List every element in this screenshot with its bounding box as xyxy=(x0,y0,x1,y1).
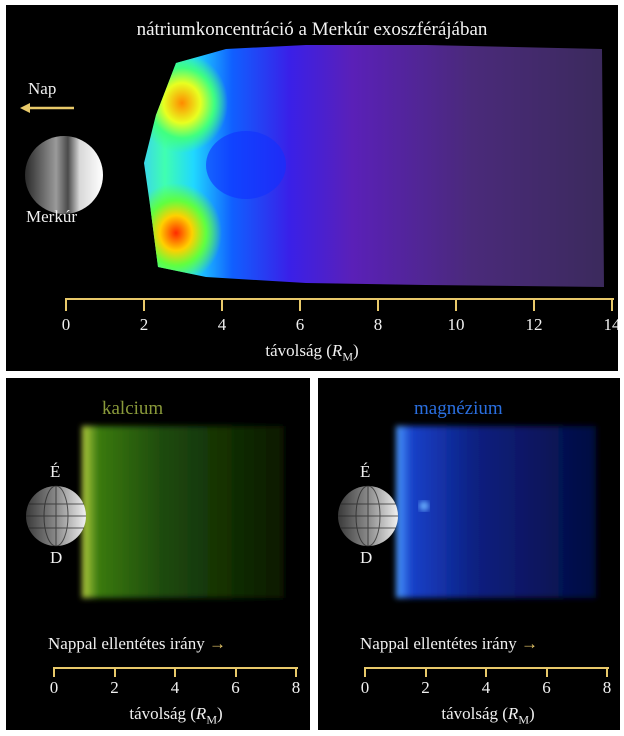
axis-tick-label: 4 xyxy=(481,678,491,697)
xlabel-var: R xyxy=(507,704,519,723)
sodium-x-axis xyxy=(65,298,614,300)
axis-tick-label: 0 xyxy=(360,678,370,697)
axis-tick-label: 8 xyxy=(291,678,301,697)
sodium-concentration-map xyxy=(144,45,604,287)
direction-arrow-icon: → xyxy=(520,634,538,653)
axis-tick-label: 14 xyxy=(603,315,619,334)
axis-tick xyxy=(234,667,237,677)
axis-tick-label: 6 xyxy=(295,315,305,334)
magnesium-title: magnézium xyxy=(414,398,503,419)
magnesium-north-label: É xyxy=(360,462,371,481)
axis-tick-label: 4 xyxy=(170,678,180,697)
direction-arrow-icon: → xyxy=(208,634,226,653)
axis-tick-label: 12 xyxy=(525,315,543,334)
axis-tick xyxy=(377,298,379,311)
axis-tick-label: 0 xyxy=(61,315,71,334)
axis-tick xyxy=(65,298,67,311)
axis-tick xyxy=(299,298,301,311)
magnesium-globe-icon xyxy=(338,485,398,547)
axis-tick xyxy=(295,667,297,677)
axis-tick xyxy=(611,298,613,311)
calcium-x-axis-label: távolság (RM) xyxy=(46,704,306,727)
axis-tick-label: 6 xyxy=(542,678,551,697)
calcium-north-label: É xyxy=(50,462,61,481)
axis-tick xyxy=(533,298,535,311)
axis-tick-label: 8 xyxy=(602,678,612,697)
axis-tick xyxy=(606,667,608,677)
magnesium-direction-label: Nappal ellentétes irány → xyxy=(360,634,538,654)
calcium-emission-map xyxy=(82,426,284,598)
axis-tick xyxy=(364,667,366,677)
magnesium-south-label: D xyxy=(360,548,373,567)
mercury-planet-icon xyxy=(25,136,103,214)
sun-label: Nap xyxy=(28,79,57,98)
sun-arrow-icon xyxy=(20,103,74,113)
xlabel-var: R xyxy=(331,341,343,360)
axis-tick-label: 8 xyxy=(373,315,383,334)
axis-tick-label: 4 xyxy=(217,315,227,334)
magnesium-x-axis-label: távolság (RM) xyxy=(358,704,618,727)
axis-tick-label: 2 xyxy=(139,315,149,334)
xlabel-prefix: távolság ( xyxy=(265,341,332,360)
xlabel-var: R xyxy=(195,704,207,723)
calcium-title: kalcium xyxy=(102,398,164,419)
calcium-panel: kalcium É D xyxy=(6,378,310,730)
xlabel-sub: M xyxy=(342,349,353,364)
axis-tick xyxy=(545,667,548,677)
magnesium-panel: magnézium É xyxy=(318,378,620,730)
sodium-panel: nátriumkoncentráció a Merkúr exoszférájá… xyxy=(6,5,618,371)
xlabel-sub: M xyxy=(206,712,217,727)
axis-tick xyxy=(455,298,457,311)
axis-tick xyxy=(53,667,55,677)
xlabel-prefix: távolság ( xyxy=(441,704,508,723)
direction-text: Nappal ellentétes irány xyxy=(360,634,517,653)
magnesium-emission-map xyxy=(396,426,596,598)
calcium-direction-label: Nappal ellentétes irány → xyxy=(48,634,226,654)
axis-tick-label: 6 xyxy=(231,678,240,697)
axis-tick xyxy=(424,667,427,677)
sodium-title: nátriumkoncentráció a Merkúr exoszférájá… xyxy=(136,19,488,40)
axis-tick xyxy=(221,298,223,311)
xlabel-sub: M xyxy=(518,712,529,727)
direction-text: Nappal ellentétes irány xyxy=(48,634,205,653)
axis-tick xyxy=(485,667,487,677)
axis-tick-label: 10 xyxy=(447,315,465,334)
xlabel-suffix: ) xyxy=(528,704,535,723)
axis-tick xyxy=(113,667,116,677)
axis-tick xyxy=(143,298,145,311)
axis-tick-label: 2 xyxy=(110,678,119,697)
calcium-south-label: D xyxy=(50,548,63,567)
axis-tick-label: 2 xyxy=(421,678,430,697)
axis-tick xyxy=(174,667,176,677)
calcium-globe-icon xyxy=(26,485,86,547)
sodium-x-axis-label: távolság (RM) xyxy=(6,341,618,364)
xlabel-prefix: távolság ( xyxy=(129,704,196,723)
xlabel-suffix: ) xyxy=(216,704,223,723)
axis-tick-label: 0 xyxy=(49,678,59,697)
xlabel-suffix: ) xyxy=(352,341,359,360)
mercury-label: Merkúr xyxy=(26,207,77,226)
